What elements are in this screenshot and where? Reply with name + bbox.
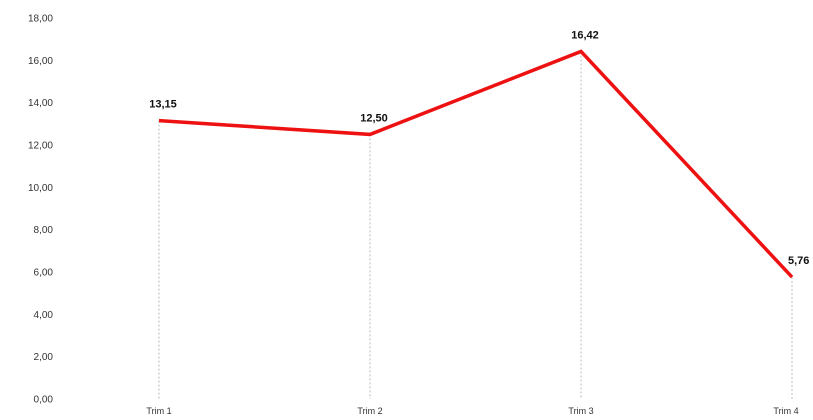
y-tick-label: 14,00 — [28, 98, 53, 109]
y-tick-label: 2,00 — [34, 352, 54, 363]
y-tick-label: 6,00 — [34, 268, 54, 279]
series-line — [158, 49, 794, 279]
data-label: 13,15 — [149, 99, 177, 111]
x-tick-label: Trim 1 — [146, 406, 171, 416]
y-tick-label: 16,00 — [28, 56, 53, 67]
y-tick-label: 4,00 — [34, 310, 54, 321]
x-tick-label: Trim 4 — [773, 406, 798, 416]
y-tick-label: 0,00 — [34, 395, 54, 406]
x-tick-label: Trim 3 — [568, 406, 593, 416]
drop-lines — [158, 51, 793, 399]
y-tick-label: 18,00 — [28, 14, 53, 25]
series-layer — [158, 49, 794, 279]
y-tick-label: 8,00 — [34, 225, 54, 236]
data-label: 16,42 — [571, 29, 599, 41]
y-tick-label: 10,00 — [28, 183, 53, 194]
data-label: 12,50 — [360, 112, 388, 124]
x-tick-label: Trim 2 — [357, 406, 382, 416]
x-axis: Trim 1 Trim 2 Trim 3 Trim 4 — [146, 406, 798, 416]
y-tick-label: 12,00 — [28, 141, 53, 152]
data-labels: 13,15 12,50 16,42 5,76 — [149, 29, 809, 267]
data-label: 5,76 — [788, 255, 809, 267]
y-axis: 0,00 2,00 4,00 6,00 8,00 10,00 12,00 14,00 16,00… — [28, 14, 53, 406]
